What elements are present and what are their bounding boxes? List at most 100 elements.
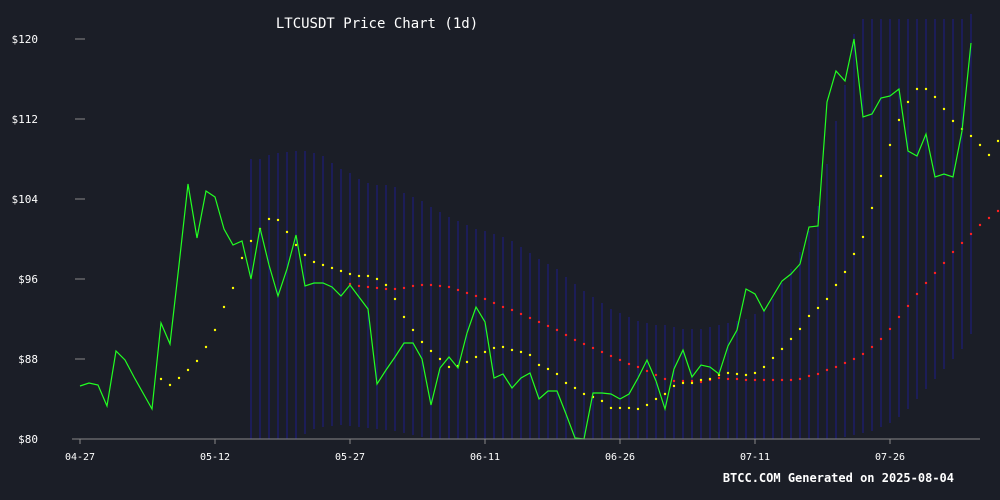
psar-dot [915,87,919,91]
psar-dot [969,134,973,138]
slow-ma-dot [447,285,451,289]
slow-ma-dot [645,369,649,373]
slow-ma-dot [465,291,469,295]
slow-ma-dot [429,283,433,287]
psar-dot [330,266,334,270]
bands-layer [250,14,972,439]
slow-ma-dot [357,284,361,288]
slow-ma-dot [798,377,802,381]
slow-ma-dot [942,261,946,265]
psar-dot [690,381,694,385]
psar-dot [996,139,1000,143]
psar-dot [393,297,397,301]
psar-dot [573,386,577,390]
psar-dot [186,368,190,372]
slow-ma-dot [618,358,622,362]
psar-dot [249,239,253,243]
psar-dot [285,230,289,234]
psar-dot [627,406,631,410]
slow-ma-dot [636,365,640,369]
psar-dot [744,373,748,377]
psar-dot [600,399,604,403]
slow-ma-dot [744,378,748,382]
slow-ma-dot [924,281,928,285]
psar-dot [582,392,586,396]
slow-ma-dot [789,378,793,382]
psar-dot [753,371,757,375]
psar-dot [402,315,406,319]
slow-ma-dot [681,379,685,383]
psar-dot [861,235,865,239]
slow-ma-dot [609,354,613,358]
slow-ma-dot [528,316,532,320]
x-tick-label: 05-12 [200,452,230,463]
psar-dot [240,256,244,260]
slow-ma-dot [717,376,721,380]
slow-ma-dot [402,286,406,290]
psar-series [159,87,1000,411]
psar-dot [411,328,415,332]
slow-ma-dot [987,216,991,220]
psar-dot [762,365,766,369]
slow-ma-dot [726,377,730,381]
psar-dot [717,373,721,377]
psar-dot [321,263,325,267]
slow-ma-dot [384,287,388,291]
psar-dot [825,297,829,301]
psar-dot [492,346,496,350]
psar-dot [501,345,505,349]
psar-dot [510,348,514,352]
psar-dot [159,377,163,381]
psar-dot [834,283,838,287]
psar-dot [177,376,181,380]
y-tick-label: $88 [18,353,38,366]
slow-ma-dot [591,346,595,350]
slow-ma-dot [771,378,775,382]
psar-dot [483,350,487,354]
slow-ma-dot [753,378,757,382]
slow-ma-dot [834,365,838,369]
psar-dot [924,87,928,91]
slow-ma-dot [960,241,964,245]
slow-ma-dot [672,379,676,383]
slow-ma-dot [816,372,820,376]
slow-ma-dot [897,315,901,319]
x-tick-label: 06-11 [470,452,500,463]
slow-ma-dot [582,342,586,346]
y-tick-label: $96 [18,273,38,286]
psar-dot [168,383,172,387]
psar-dot [879,174,883,178]
slow-ma-dot [510,308,514,312]
psar-dot [870,206,874,210]
slow-ma-dot [546,324,550,328]
psar-dot [708,377,712,381]
slow-ma-dot [600,350,604,354]
slow-ma-dot [474,294,478,298]
x-tick-label: 04-27 [65,452,95,463]
psar-dot [420,340,424,344]
slow-ma-dot [879,337,883,341]
psar-dot [735,372,739,376]
slow-ma-dot [933,271,937,275]
slow-ma-dot [906,304,910,308]
price-line [79,38,972,440]
psar-dot [564,381,568,385]
slow-ma-dot [375,286,379,290]
psar-dot [951,119,955,123]
y-tick-label: $120 [12,33,39,46]
psar-dot [942,107,946,111]
psar-dot [474,355,478,359]
slow-ma-dot [699,380,703,384]
psar-dot [537,363,541,367]
psar-dot [276,218,280,222]
psar-dot [375,277,379,281]
psar-dot [897,118,901,122]
psar-dot [888,143,892,147]
slow-ma-dot [483,297,487,301]
x-tick-label: 05-27 [335,452,365,463]
psar-dot [798,327,802,331]
psar-dot [447,365,451,369]
y-tick-label: $112 [12,113,39,126]
